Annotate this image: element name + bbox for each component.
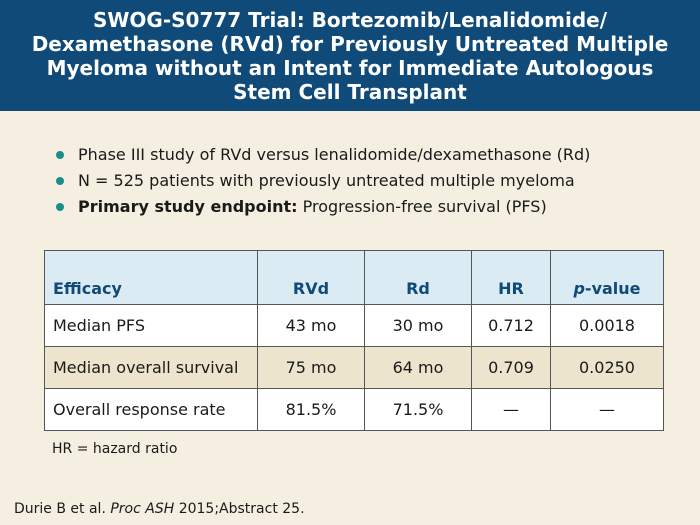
table-row: Median PFS 43 mo 30 mo 0.712 0.0018: [44, 304, 664, 347]
bullet-text: Progression-free survival (PFS): [302, 197, 547, 216]
title-bar: SWOG-S0777 Trial: Bortezomib/Lenalidomid…: [0, 0, 700, 111]
cell-rd: 30 mo: [364, 304, 472, 347]
table-row: Overall response rate 81.5% 71.5% — —: [44, 388, 664, 431]
cell-hr: 0.709: [471, 346, 551, 389]
header-rvd: RVd: [257, 250, 365, 305]
header-rd: Rd: [364, 250, 472, 305]
citation-rest: 2015;Abstract 25.: [174, 501, 305, 517]
cell-p: 0.0250: [550, 346, 664, 389]
header-efficacy: Efficacy: [44, 250, 258, 305]
header-p-rest: -value: [584, 279, 641, 298]
citation: Durie B et al. Proc ASH 2015;Abstract 25…: [14, 501, 305, 517]
cell-rd: 71.5%: [364, 388, 472, 431]
header-p-value: p-value: [550, 250, 664, 305]
bullet-text: Phase III study of RVd versus lenalidomi…: [78, 145, 591, 164]
cell-p: —: [550, 388, 664, 431]
row-label: Overall response rate: [44, 388, 258, 431]
footnote: HR = hazard ratio: [52, 441, 178, 457]
row-label: Median PFS: [44, 304, 258, 347]
cell-rd: 64 mo: [364, 346, 472, 389]
bullet-item: Phase III study of RVd versus lenalidomi…: [56, 142, 676, 168]
bullet-item: Primary study endpoint: Progression-free…: [56, 194, 676, 220]
cell-rvd: 81.5%: [257, 388, 365, 431]
bullet-item: N = 525 patients with previously untreat…: [56, 168, 676, 194]
table-header-row: Efficacy RVd Rd HR p-value: [44, 250, 664, 305]
cell-hr: —: [471, 388, 551, 431]
citation-journal: Proc ASH: [110, 501, 175, 517]
efficacy-table: Efficacy RVd Rd HR p-value Median PFS 43…: [44, 250, 664, 431]
cell-rvd: 75 mo: [257, 346, 365, 389]
bullet-dot-icon: [56, 177, 64, 185]
header-hr: HR: [471, 250, 551, 305]
citation-authors: Durie B et al.: [14, 501, 111, 517]
row-label: Median overall survival: [44, 346, 258, 389]
bullet-list: Phase III study of RVd versus lenalidomi…: [56, 142, 676, 220]
table-row: Median overall survival 75 mo 64 mo 0.70…: [44, 346, 664, 389]
bullet-bold-text: Primary study endpoint:: [78, 197, 298, 216]
cell-rvd: 43 mo: [257, 304, 365, 347]
header-p-italic: p: [573, 279, 585, 298]
slide-title: SWOG-S0777 Trial: Bortezomib/Lenalidomid…: [31, 7, 669, 104]
bullet-dot-icon: [56, 203, 64, 211]
bullet-dot-icon: [56, 151, 64, 159]
bullet-text: N = 525 patients with previously untreat…: [78, 171, 575, 190]
cell-hr: 0.712: [471, 304, 551, 347]
cell-p: 0.0018: [550, 304, 664, 347]
